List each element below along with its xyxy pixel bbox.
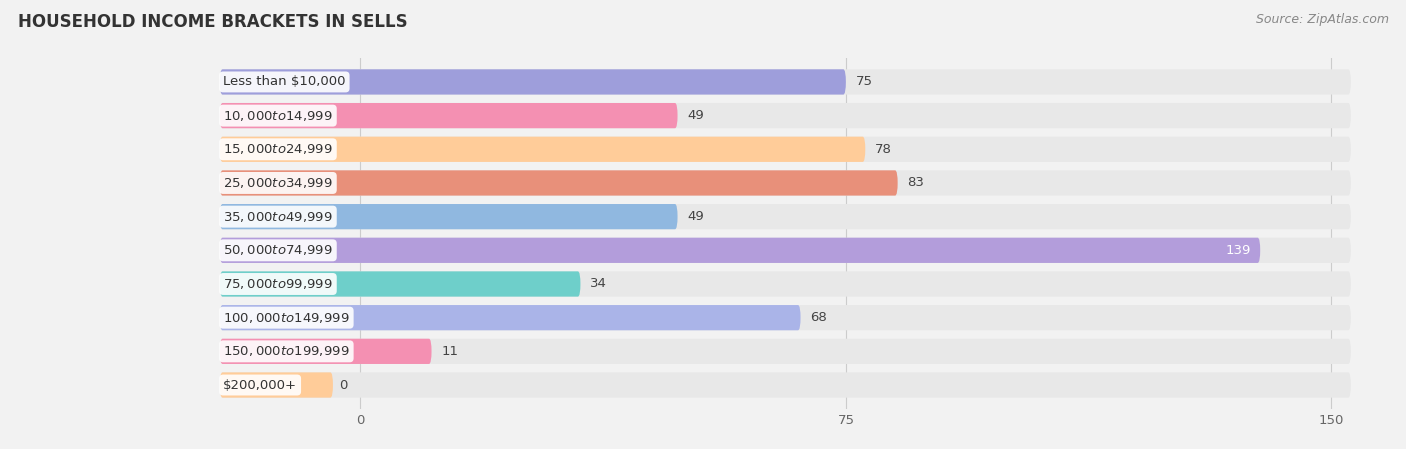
FancyBboxPatch shape [219, 69, 1351, 95]
Text: 68: 68 [810, 311, 827, 324]
Text: 75: 75 [856, 75, 873, 88]
FancyBboxPatch shape [219, 204, 678, 229]
Text: 34: 34 [591, 277, 607, 291]
FancyBboxPatch shape [219, 339, 432, 364]
FancyBboxPatch shape [219, 103, 678, 128]
FancyBboxPatch shape [219, 238, 1351, 263]
Text: $50,000 to $74,999: $50,000 to $74,999 [224, 243, 333, 257]
Text: $75,000 to $99,999: $75,000 to $99,999 [224, 277, 333, 291]
FancyBboxPatch shape [219, 305, 800, 330]
FancyBboxPatch shape [219, 69, 846, 95]
Text: 49: 49 [688, 109, 704, 122]
Text: $200,000+: $200,000+ [224, 379, 297, 392]
Text: Less than $10,000: Less than $10,000 [224, 75, 346, 88]
Text: 49: 49 [688, 210, 704, 223]
Text: $15,000 to $24,999: $15,000 to $24,999 [224, 142, 333, 156]
Text: Source: ZipAtlas.com: Source: ZipAtlas.com [1256, 13, 1389, 26]
FancyBboxPatch shape [219, 136, 1351, 162]
FancyBboxPatch shape [219, 339, 1351, 364]
FancyBboxPatch shape [219, 372, 333, 398]
Text: $10,000 to $14,999: $10,000 to $14,999 [224, 109, 333, 123]
Text: $25,000 to $34,999: $25,000 to $34,999 [224, 176, 333, 190]
Text: 83: 83 [907, 176, 924, 189]
Text: $150,000 to $199,999: $150,000 to $199,999 [224, 344, 350, 358]
FancyBboxPatch shape [219, 136, 865, 162]
FancyBboxPatch shape [219, 170, 897, 196]
FancyBboxPatch shape [219, 305, 1351, 330]
FancyBboxPatch shape [219, 170, 1351, 196]
FancyBboxPatch shape [219, 271, 1351, 297]
Text: 11: 11 [441, 345, 458, 358]
Text: 78: 78 [875, 143, 891, 156]
Text: 139: 139 [1225, 244, 1250, 257]
FancyBboxPatch shape [219, 103, 1351, 128]
FancyBboxPatch shape [219, 238, 1260, 263]
Text: 0: 0 [339, 379, 347, 392]
Text: $100,000 to $149,999: $100,000 to $149,999 [224, 311, 350, 325]
FancyBboxPatch shape [219, 204, 1351, 229]
Text: $35,000 to $49,999: $35,000 to $49,999 [224, 210, 333, 224]
FancyBboxPatch shape [219, 372, 1351, 398]
Text: HOUSEHOLD INCOME BRACKETS IN SELLS: HOUSEHOLD INCOME BRACKETS IN SELLS [18, 13, 408, 31]
FancyBboxPatch shape [219, 271, 581, 297]
